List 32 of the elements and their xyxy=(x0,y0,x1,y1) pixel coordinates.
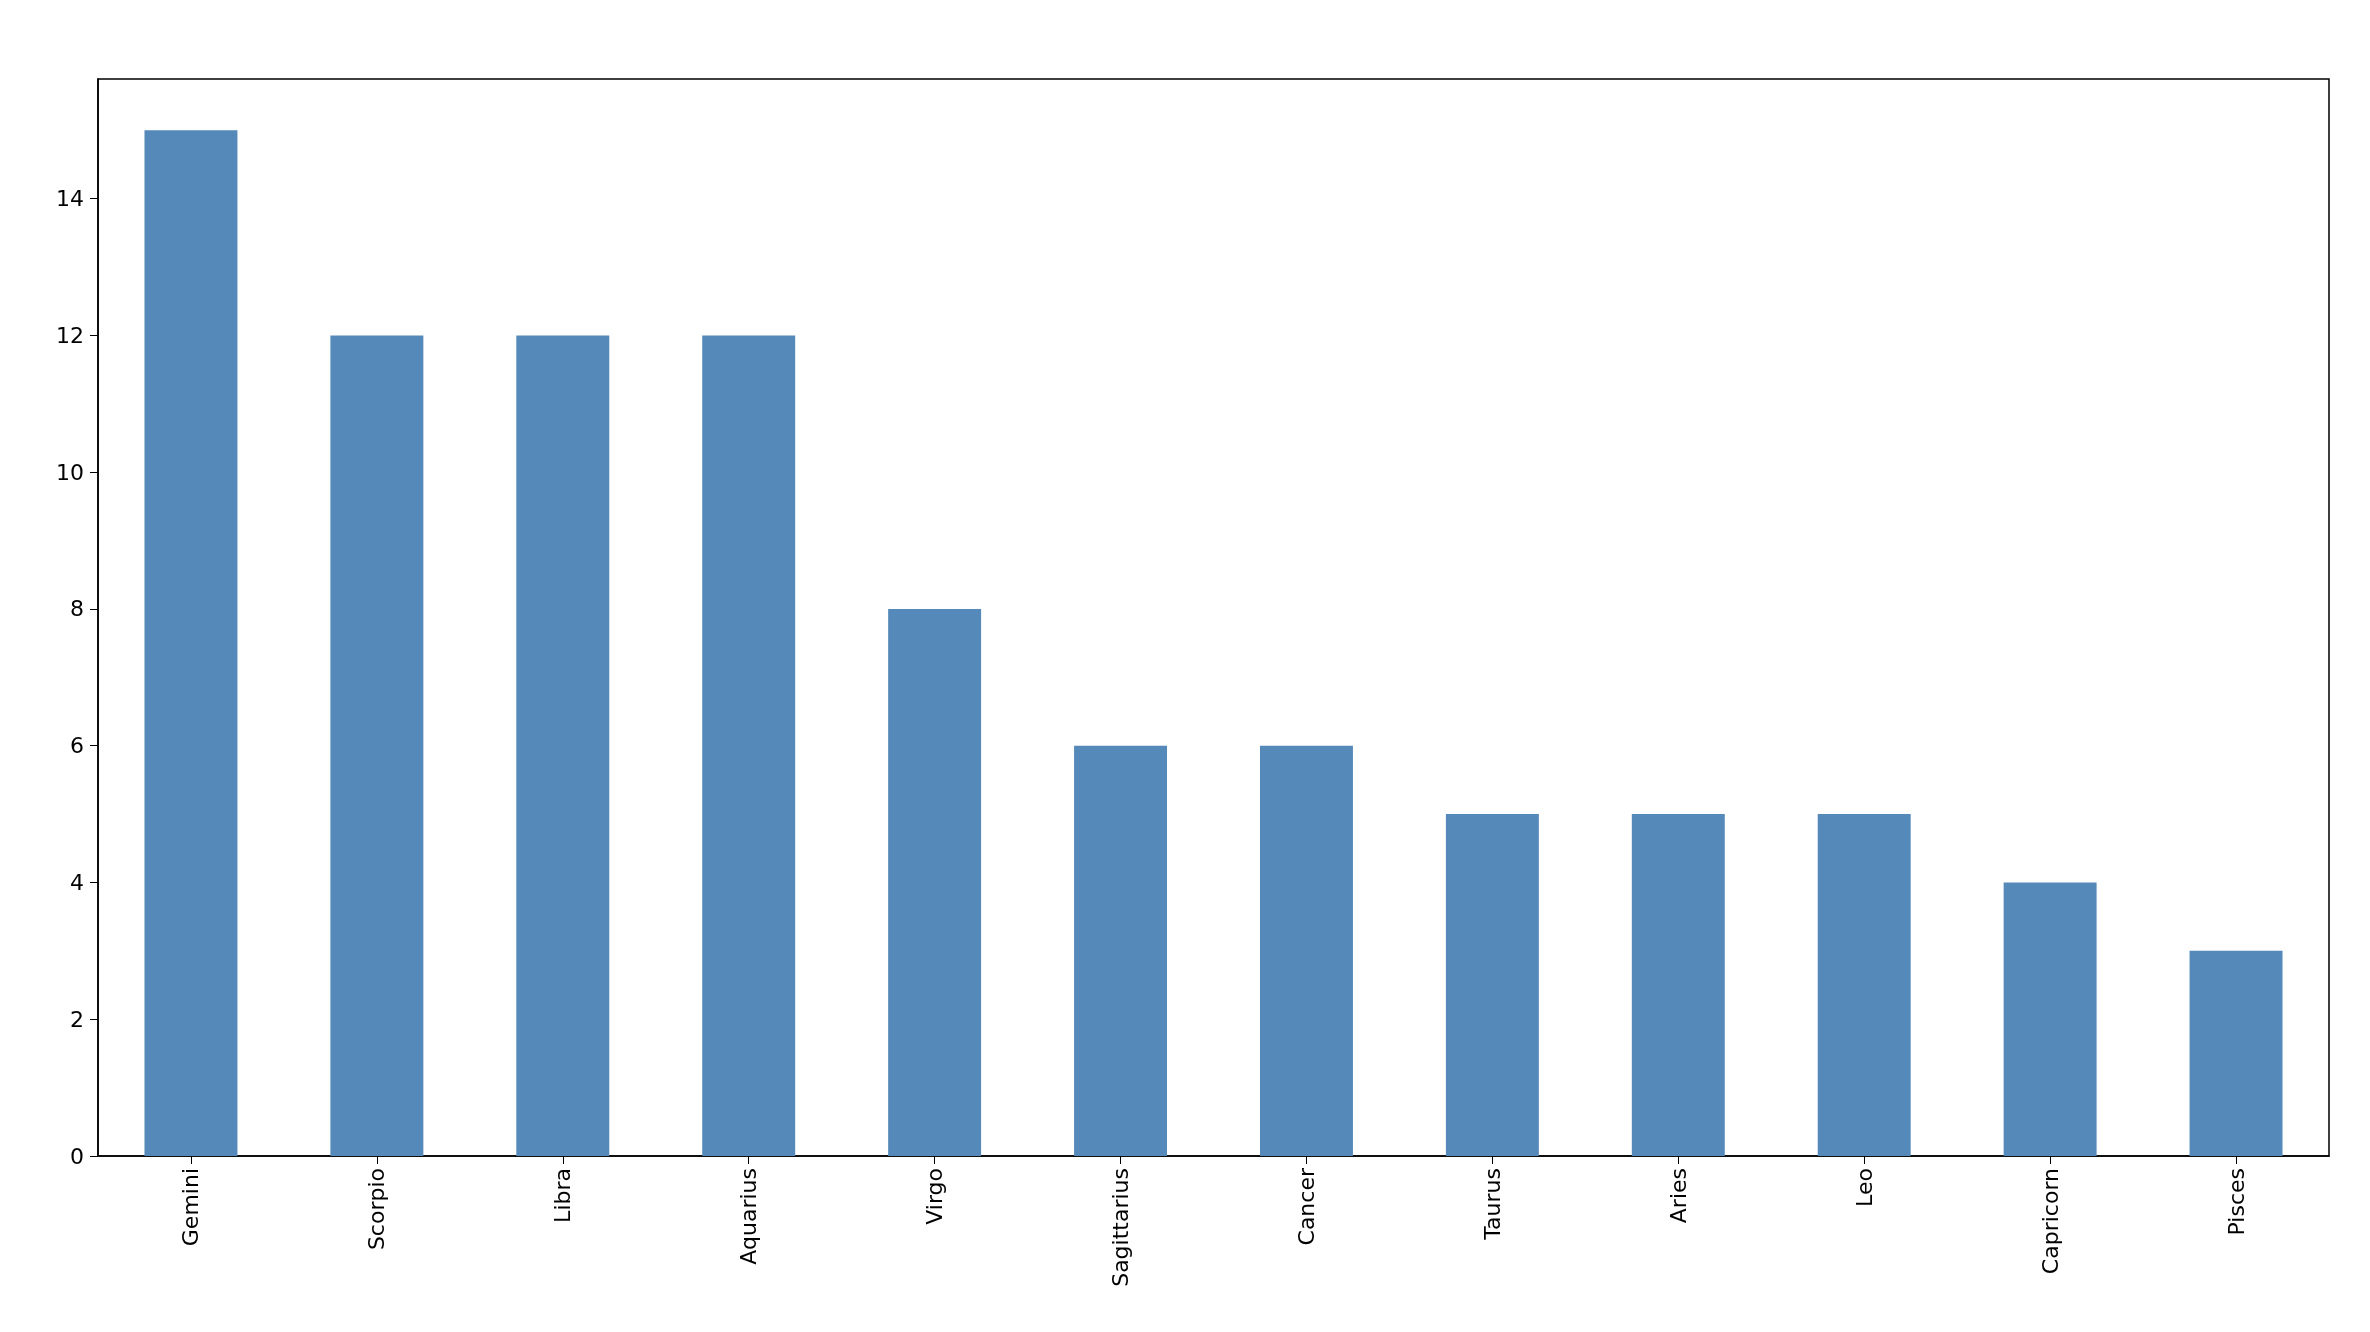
bar xyxy=(2003,882,2097,1156)
x-tick-label: Cancer xyxy=(1293,1167,1319,1246)
bar xyxy=(1445,814,1539,1156)
x-tick-label: Aries xyxy=(1665,1168,1691,1224)
x-tick-label: Libra xyxy=(550,1168,576,1223)
bar xyxy=(1074,745,1168,1156)
y-tick-label: 2 xyxy=(70,1006,84,1032)
y-tick-label: 10 xyxy=(56,459,84,485)
y-tick-label: 14 xyxy=(56,186,84,212)
x-tick-label: Gemini xyxy=(178,1168,204,1247)
bar xyxy=(1817,814,1911,1156)
x-tick-label: Sagittarius xyxy=(1108,1168,1134,1287)
x-tick-label: Taurus xyxy=(1479,1168,1505,1241)
x-tick-label: Capricorn xyxy=(2037,1168,2063,1275)
bar xyxy=(516,335,610,1156)
bar xyxy=(888,608,982,1156)
x-tick-label: Scorpio xyxy=(364,1168,390,1251)
y-tick-label: 6 xyxy=(70,733,84,759)
x-tick-label: Leo xyxy=(1851,1168,1877,1207)
bar xyxy=(1631,814,1725,1156)
bar xyxy=(702,335,796,1156)
bar xyxy=(330,335,424,1156)
y-tick-label: 8 xyxy=(70,596,84,622)
bar xyxy=(1259,745,1353,1156)
y-tick-label: 12 xyxy=(56,322,84,348)
x-tick-label: Aquarius xyxy=(736,1168,762,1265)
y-tick-label: 0 xyxy=(70,1143,84,1169)
x-tick-label: Pisces xyxy=(2223,1168,2249,1236)
bar xyxy=(144,130,238,1156)
y-tick-label: 4 xyxy=(70,869,84,895)
bar xyxy=(2189,950,2283,1156)
x-tick-label: Virgo xyxy=(922,1168,948,1225)
